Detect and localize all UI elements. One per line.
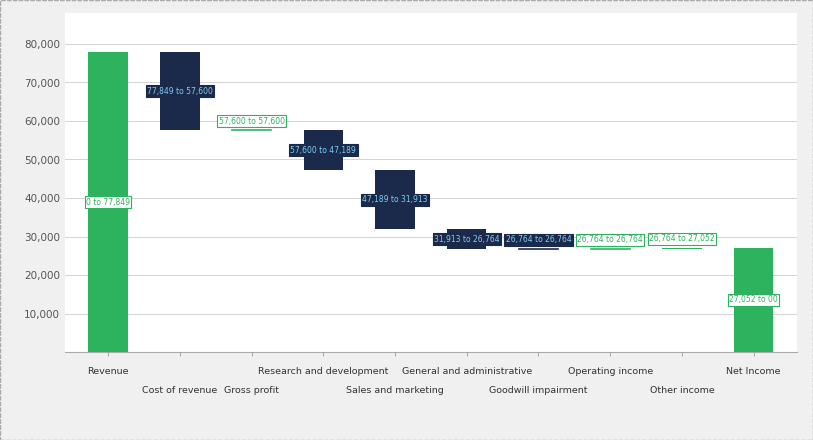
Bar	[376, 170, 415, 229]
Text: 77,849 to 57,600: 77,849 to 57,600	[147, 87, 213, 96]
Text: 0 to 77,849: 0 to 77,849	[86, 198, 130, 207]
Text: Sales and marketing: Sales and marketing	[346, 386, 444, 395]
Text: General and administrative: General and administrative	[402, 367, 532, 376]
Text: Goodwill impairment: Goodwill impairment	[489, 386, 588, 395]
Text: Cost of revenue: Cost of revenue	[142, 386, 217, 395]
Bar	[663, 248, 702, 249]
Text: 47,189 to 31,913: 47,189 to 31,913	[363, 195, 428, 204]
Bar	[734, 248, 773, 352]
Bar	[447, 229, 486, 249]
Bar	[160, 52, 199, 130]
Text: 26,764 to 26,764: 26,764 to 26,764	[577, 235, 643, 244]
Text: 26,764 to 27,052: 26,764 to 27,052	[649, 234, 715, 243]
Text: 26,764 to 26,764: 26,764 to 26,764	[506, 235, 572, 244]
Bar	[89, 52, 128, 352]
Text: Net Income: Net Income	[727, 367, 781, 376]
Text: 57,600 to 57,600: 57,600 to 57,600	[219, 117, 285, 126]
Text: Research and development: Research and development	[258, 367, 389, 376]
Text: Gross profit: Gross profit	[224, 386, 279, 395]
Text: 57,600 to 47,189: 57,600 to 47,189	[290, 146, 356, 155]
Text: Other income: Other income	[650, 386, 715, 395]
Text: Revenue: Revenue	[87, 367, 128, 376]
Text: 31,913 to 26,764: 31,913 to 26,764	[434, 235, 499, 244]
Bar	[303, 130, 343, 170]
Text: Operating income: Operating income	[567, 367, 653, 376]
Text: 27,052 to 00: 27,052 to 00	[729, 295, 778, 304]
